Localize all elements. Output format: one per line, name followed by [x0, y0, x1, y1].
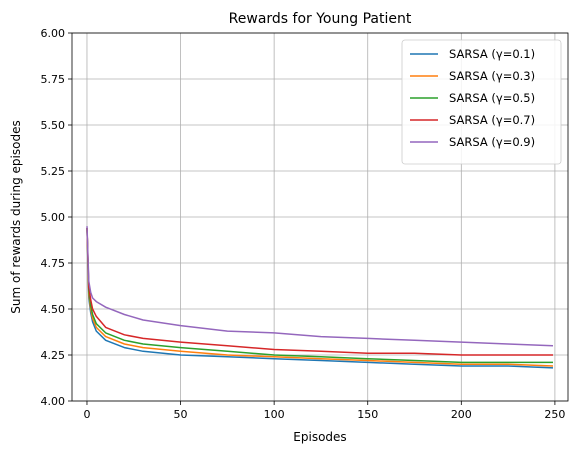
y-tick-label: 4.50 — [41, 303, 66, 316]
series-line-2 — [86, 227, 554, 367]
legend-label: SARSA (γ=0.3) — [449, 69, 535, 83]
legend-label: SARSA (γ=0.9) — [449, 135, 535, 149]
y-tick-label: 5.25 — [41, 165, 66, 178]
x-tick-label: 0 — [83, 408, 90, 421]
x-tick-label: 50 — [174, 408, 188, 421]
series-line-5 — [86, 226, 554, 347]
legend-label: SARSA (γ=0.7) — [449, 113, 535, 127]
legend: SARSA (γ=0.1) SARSA (γ=0.3) SARSA (γ=0.5) S… — [401, 39, 562, 165]
chart-title: Rewards for Young Patient — [229, 11, 412, 27]
series-line-4 — [86, 227, 553, 356]
x-tick-label: 250 — [544, 408, 565, 421]
x-axis-ticks: 0 50 100 150 200 250 — [83, 401, 565, 421]
series-line-3 — [86, 227, 553, 364]
legend-label: SARSA (γ=0.5) — [449, 91, 535, 105]
y-tick-label: 4.75 — [41, 257, 66, 270]
y-tick-label: 4.00 — [41, 395, 66, 408]
y-tick-label: 5.50 — [41, 119, 66, 132]
x-tick-label: 100 — [264, 408, 285, 421]
y-tick-label: 6.00 — [41, 27, 66, 40]
y-axis-ticks: 4.00 4.25 4.50 4.75 5.00 5.25 5.50 5.75 6.00 — [41, 27, 72, 408]
x-tick-label: 150 — [357, 408, 378, 421]
x-axis-label: Episodes — [293, 430, 346, 444]
y-tick-label: 4.25 — [41, 349, 66, 362]
series-lines — [86, 226, 554, 369]
legend-box — [401, 39, 562, 165]
y-tick-label: 5.00 — [41, 211, 66, 224]
legend-label: SARSA (γ=0.1) — [449, 47, 535, 61]
y-axis-label: Sum of rewards during episodes — [9, 120, 23, 313]
x-tick-label: 200 — [451, 408, 472, 421]
series-line-1 — [86, 227, 554, 369]
y-tick-label: 5.75 — [41, 73, 66, 86]
